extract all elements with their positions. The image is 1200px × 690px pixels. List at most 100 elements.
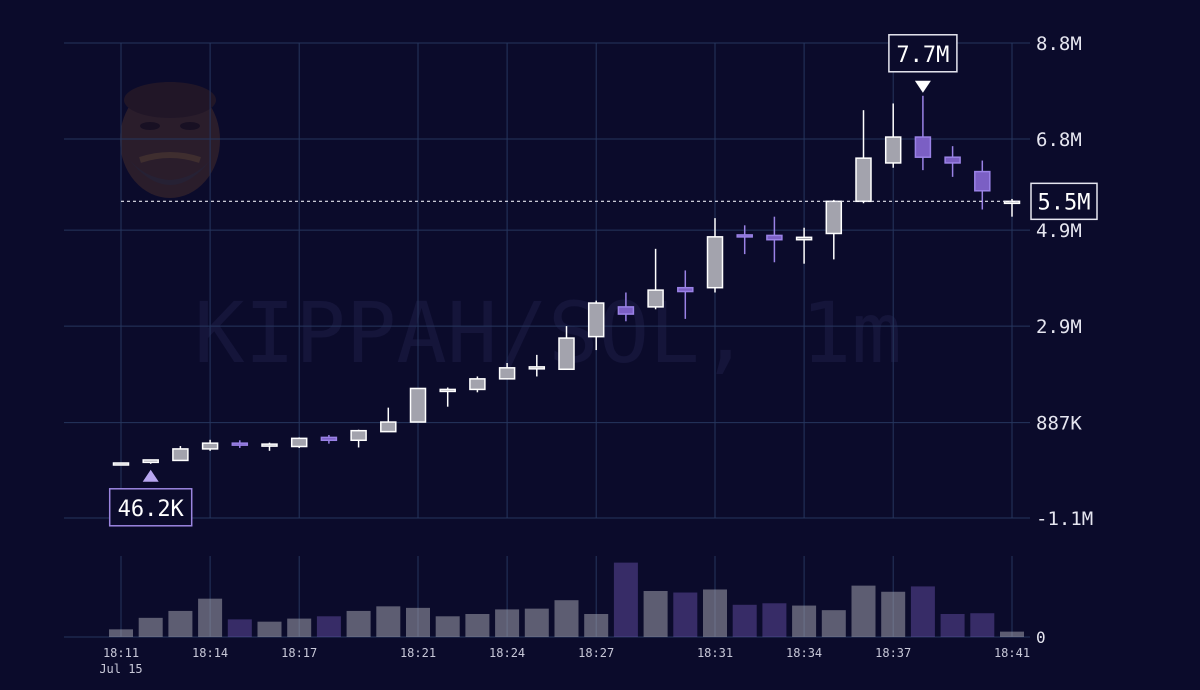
y-tick-label: 887K [1036, 413, 1082, 435]
candle-body [558, 337, 575, 371]
volume-bar [584, 614, 609, 637]
candle [528, 354, 546, 377]
x-tick-label: 18:17 [281, 646, 317, 660]
candle [884, 103, 902, 168]
candle [736, 225, 753, 255]
mascot-avatar-icon [120, 82, 220, 198]
candle [795, 227, 813, 264]
high-label: 7.7M [896, 43, 949, 68]
candle [647, 248, 664, 310]
low-marker-icon [142, 469, 159, 482]
candle-body [974, 170, 991, 192]
x-tick-label: 18:34 [786, 646, 822, 660]
axes: 18:11 18:14 18:17 18:21 18:24 18:27 18:31 18:34… [99, 33, 1093, 676]
low-callout: 46.2K [108, 469, 193, 527]
candle-body [112, 462, 130, 466]
volume-bar [762, 603, 787, 637]
candle-body [795, 236, 813, 241]
volume-bar [792, 605, 817, 637]
volume-bar [703, 589, 727, 637]
candle-body [825, 200, 843, 235]
candle-body [231, 442, 249, 446]
candle [439, 387, 456, 407]
candle-body [944, 156, 961, 164]
candle-body [855, 157, 872, 203]
candle-body [587, 302, 605, 338]
high-callout: 7.7M [888, 34, 958, 93]
x-tick-label: 18:27 [578, 646, 614, 660]
candle [142, 459, 159, 464]
candle-body [409, 387, 427, 423]
y-tick-label: 4.9M [1036, 220, 1082, 242]
candle [231, 440, 249, 448]
candle [498, 363, 516, 380]
last-price-label: 5.5M [1038, 190, 1091, 215]
candle-body [380, 421, 397, 433]
candle [677, 270, 694, 319]
volume-bar [287, 618, 312, 637]
candle-body [201, 442, 219, 450]
candles [112, 95, 1021, 466]
candle-body [290, 437, 308, 448]
volume-bar [613, 562, 638, 637]
candle-body [350, 429, 367, 442]
volume-bar [910, 586, 935, 637]
volume-bar [316, 616, 341, 637]
candle-body [914, 136, 932, 158]
volume-bar [524, 608, 549, 637]
candle-body [647, 289, 664, 308]
candle [587, 300, 605, 351]
y-tick-label: 6.8M [1036, 129, 1082, 151]
volume-bar [940, 614, 965, 637]
volume-bar [227, 619, 252, 637]
candle-body [439, 388, 456, 393]
candle-body [736, 234, 753, 238]
candle [172, 446, 189, 462]
y-tick-label: 2.9M [1036, 316, 1082, 338]
candle [380, 407, 397, 433]
high-marker-icon [914, 80, 931, 93]
candle-body [261, 443, 278, 447]
volume-bar [168, 610, 193, 637]
candle [409, 387, 427, 423]
candle [944, 146, 961, 177]
low-label: 46.2K [118, 497, 185, 522]
volume-bar [465, 614, 490, 637]
candle [766, 216, 783, 263]
candle-body [766, 234, 783, 241]
candle [469, 376, 486, 393]
candle-body [528, 366, 546, 370]
candle [1003, 198, 1021, 217]
chart-watermark: KIPPAH/SOL, 1m [194, 284, 902, 382]
volume-bar [346, 610, 371, 637]
candle-body [469, 378, 486, 391]
candle-body [677, 286, 694, 293]
x-tick-label: 18:21 [400, 646, 436, 660]
x-tick-label: 18:31 [697, 646, 733, 660]
volume-bar [851, 585, 876, 637]
candle [261, 442, 278, 451]
volume-bar [376, 606, 401, 637]
candle [290, 437, 308, 448]
candle-body [884, 136, 902, 164]
candle [974, 160, 991, 210]
candle-body [498, 367, 516, 380]
candle [320, 434, 338, 444]
candle-body [617, 306, 635, 315]
volume-bar [257, 621, 282, 637]
volume-tick-label: 0 [1036, 628, 1046, 647]
volume-bar [673, 592, 698, 637]
volume-bars [109, 562, 1024, 637]
volume-bar [554, 600, 579, 637]
candle-body [1003, 200, 1021, 205]
candle [617, 292, 635, 322]
candle-body [320, 436, 338, 442]
candle [825, 199, 843, 260]
candle [706, 218, 724, 293]
volume-bar [495, 609, 520, 637]
x-date-label: Jul 15 [99, 662, 142, 676]
last-price-callout: 5.5M [1030, 182, 1098, 221]
volume-bar [1000, 631, 1024, 637]
volume-bar [138, 617, 163, 637]
